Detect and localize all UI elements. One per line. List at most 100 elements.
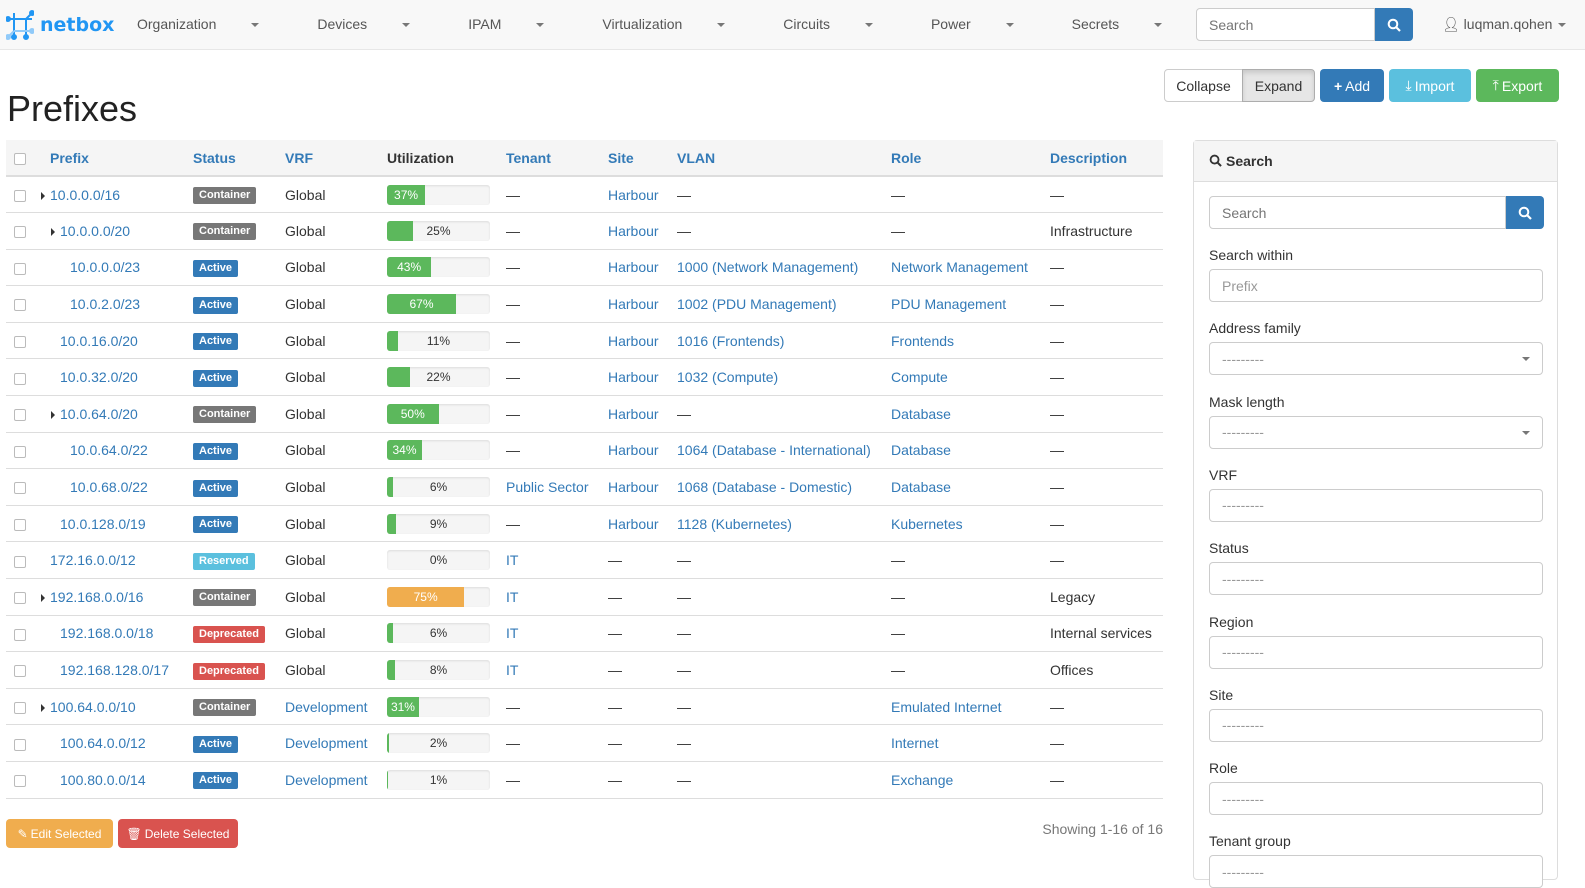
filter-text[interactable]: --------- bbox=[1209, 782, 1543, 816]
menu-item[interactable]: Organization bbox=[137, 16, 288, 32]
row-checkbox[interactable] bbox=[14, 335, 26, 348]
menu-item[interactable]: Virtualization bbox=[602, 16, 754, 32]
cell-site[interactable]: Harbour bbox=[608, 332, 659, 349]
cell-vlan[interactable]: 1000 (Network Management) bbox=[677, 259, 859, 276]
menu-item[interactable]: IPAM bbox=[468, 16, 573, 32]
filter-text[interactable]: --------- bbox=[1209, 488, 1543, 522]
expand-button[interactable]: Expand bbox=[1242, 69, 1315, 102]
prefix-link[interactable]: 172.16.0.0/12 bbox=[50, 552, 136, 569]
cell-tenant[interactable]: Public Sector bbox=[506, 479, 589, 496]
column-header[interactable]: Prefix bbox=[50, 140, 193, 177]
edit-selected-button[interactable]: ✎ Edit Selected bbox=[6, 819, 113, 848]
prefix-link[interactable]: 192.168.0.0/18 bbox=[60, 625, 154, 642]
row-checkbox[interactable] bbox=[14, 482, 26, 495]
cell-tenant[interactable]: IT bbox=[506, 662, 519, 679]
prefix-link[interactable]: 10.0.64.0/22 bbox=[70, 442, 148, 459]
prefix-link[interactable]: 192.168.128.0/17 bbox=[60, 662, 169, 679]
row-checkbox[interactable] bbox=[14, 189, 26, 202]
cell-role[interactable]: Network Management bbox=[891, 259, 1028, 276]
add-button[interactable]: + Add bbox=[1320, 69, 1384, 102]
sidebar-search-input[interactable] bbox=[1209, 196, 1506, 229]
row-checkbox[interactable] bbox=[14, 299, 26, 312]
expand-arrow-icon[interactable] bbox=[51, 228, 55, 237]
column-header[interactable]: Status bbox=[193, 140, 285, 177]
row-checkbox[interactable] bbox=[14, 445, 26, 458]
navbar-search-input[interactable] bbox=[1196, 8, 1375, 41]
column-header[interactable]: Role bbox=[891, 140, 1050, 177]
cell-vlan[interactable]: 1064 (Database - International) bbox=[677, 442, 871, 459]
row-checkbox[interactable] bbox=[14, 592, 26, 605]
expand-arrow-icon[interactable] bbox=[51, 411, 55, 420]
column-header[interactable]: VRF bbox=[285, 140, 387, 177]
menu-item[interactable]: Secrets bbox=[1072, 16, 1191, 32]
cell-site[interactable]: Harbour bbox=[608, 442, 659, 459]
row-checkbox[interactable] bbox=[14, 775, 26, 788]
row-checkbox[interactable] bbox=[14, 665, 26, 678]
column-header[interactable]: Description bbox=[1050, 140, 1163, 177]
navbar-search-button[interactable] bbox=[1375, 8, 1413, 41]
cell-role[interactable]: Database bbox=[891, 479, 951, 496]
prefix-link[interactable]: 10.0.0.0/20 bbox=[60, 222, 131, 239]
row-checkbox[interactable] bbox=[14, 628, 26, 641]
cell-vrf[interactable]: Development bbox=[285, 698, 368, 715]
user-menu[interactable]: 👤︎ luqman.qohen bbox=[1442, 16, 1567, 33]
cell-site[interactable]: Harbour bbox=[608, 479, 659, 496]
cell-role[interactable]: Internet bbox=[891, 735, 939, 752]
prefix-link[interactable]: 10.0.32.0/20 bbox=[60, 369, 138, 386]
row-checkbox[interactable] bbox=[14, 518, 26, 531]
cell-vlan[interactable]: 1032 (Compute) bbox=[677, 369, 779, 386]
cell-vlan[interactable]: 1002 (PDU Management) bbox=[677, 296, 837, 313]
export-button[interactable]: ⤒ Export bbox=[1476, 69, 1559, 102]
prefix-link[interactable]: 10.0.16.0/20 bbox=[60, 332, 138, 349]
cell-site[interactable]: Harbour bbox=[608, 222, 659, 239]
menu-item[interactable]: Circuits bbox=[783, 16, 902, 32]
expand-arrow-icon[interactable] bbox=[41, 191, 45, 200]
row-checkbox[interactable] bbox=[14, 262, 26, 275]
menu-item[interactable]: Power bbox=[931, 16, 1043, 32]
prefix-link[interactable]: 10.0.2.0/23 bbox=[70, 296, 141, 313]
row-checkbox[interactable] bbox=[14, 372, 26, 385]
row-checkbox[interactable] bbox=[14, 555, 26, 568]
menu-item[interactable]: Devices bbox=[317, 16, 439, 32]
prefix-link[interactable]: 10.0.68.0/22 bbox=[70, 479, 148, 496]
collapse-button[interactable]: Collapse bbox=[1164, 69, 1243, 102]
filter-text[interactable]: --------- bbox=[1209, 562, 1543, 596]
column-header[interactable]: Tenant bbox=[506, 140, 608, 177]
import-button[interactable]: ⤓ Import bbox=[1389, 69, 1471, 102]
prefix-link[interactable]: 10.0.128.0/19 bbox=[60, 515, 146, 532]
prefix-link[interactable]: 100.64.0.0/12 bbox=[60, 735, 146, 752]
cell-role[interactable]: Kubernetes bbox=[891, 515, 963, 532]
cell-site[interactable]: Harbour bbox=[608, 369, 659, 386]
cell-role[interactable]: PDU Management bbox=[891, 296, 1007, 313]
filter-text[interactable]: --------- bbox=[1209, 635, 1543, 669]
delete-selected-button[interactable]: 🗑︎ Delete Selected bbox=[118, 819, 238, 848]
prefix-link[interactable]: 100.64.0.0/10 bbox=[50, 698, 136, 715]
cell-tenant[interactable]: IT bbox=[506, 552, 519, 569]
expand-arrow-icon[interactable] bbox=[41, 703, 45, 712]
prefix-link[interactable]: 10.0.0.0/16 bbox=[50, 186, 121, 203]
cell-role[interactable]: Database bbox=[891, 405, 951, 422]
cell-role[interactable]: Compute bbox=[891, 369, 948, 386]
cell-role[interactable]: Frontends bbox=[891, 332, 955, 349]
column-header[interactable]: Site bbox=[608, 140, 677, 177]
cell-site[interactable]: Harbour bbox=[608, 259, 659, 276]
prefix-link[interactable]: 100.80.0.0/14 bbox=[60, 771, 146, 788]
row-checkbox[interactable] bbox=[14, 409, 26, 422]
cell-site[interactable]: Harbour bbox=[608, 515, 659, 532]
select-all-checkbox[interactable] bbox=[14, 152, 26, 165]
cell-site[interactable]: Harbour bbox=[608, 186, 659, 203]
filter-text[interactable]: --------- bbox=[1209, 708, 1543, 742]
cell-tenant[interactable]: IT bbox=[506, 588, 519, 605]
prefix-link[interactable]: 10.0.0.0/23 bbox=[70, 259, 141, 276]
sidebar-search-button[interactable] bbox=[1506, 196, 1544, 229]
filter-text[interactable]: Prefix bbox=[1209, 269, 1543, 302]
cell-role[interactable]: Exchange bbox=[891, 771, 954, 788]
prefix-link[interactable]: 10.0.64.0/20 bbox=[60, 405, 138, 422]
column-header[interactable]: VLAN bbox=[677, 140, 891, 177]
row-checkbox[interactable] bbox=[14, 701, 26, 714]
cell-vlan[interactable]: 1068 (Database - Domestic) bbox=[677, 479, 853, 496]
prefix-link[interactable]: 192.168.0.0/16 bbox=[50, 588, 144, 605]
netbox-logo[interactable]: netbox bbox=[6, 10, 114, 40]
cell-role[interactable]: Emulated Internet bbox=[891, 698, 1002, 715]
filter-select[interactable]: --------- bbox=[1209, 342, 1543, 376]
